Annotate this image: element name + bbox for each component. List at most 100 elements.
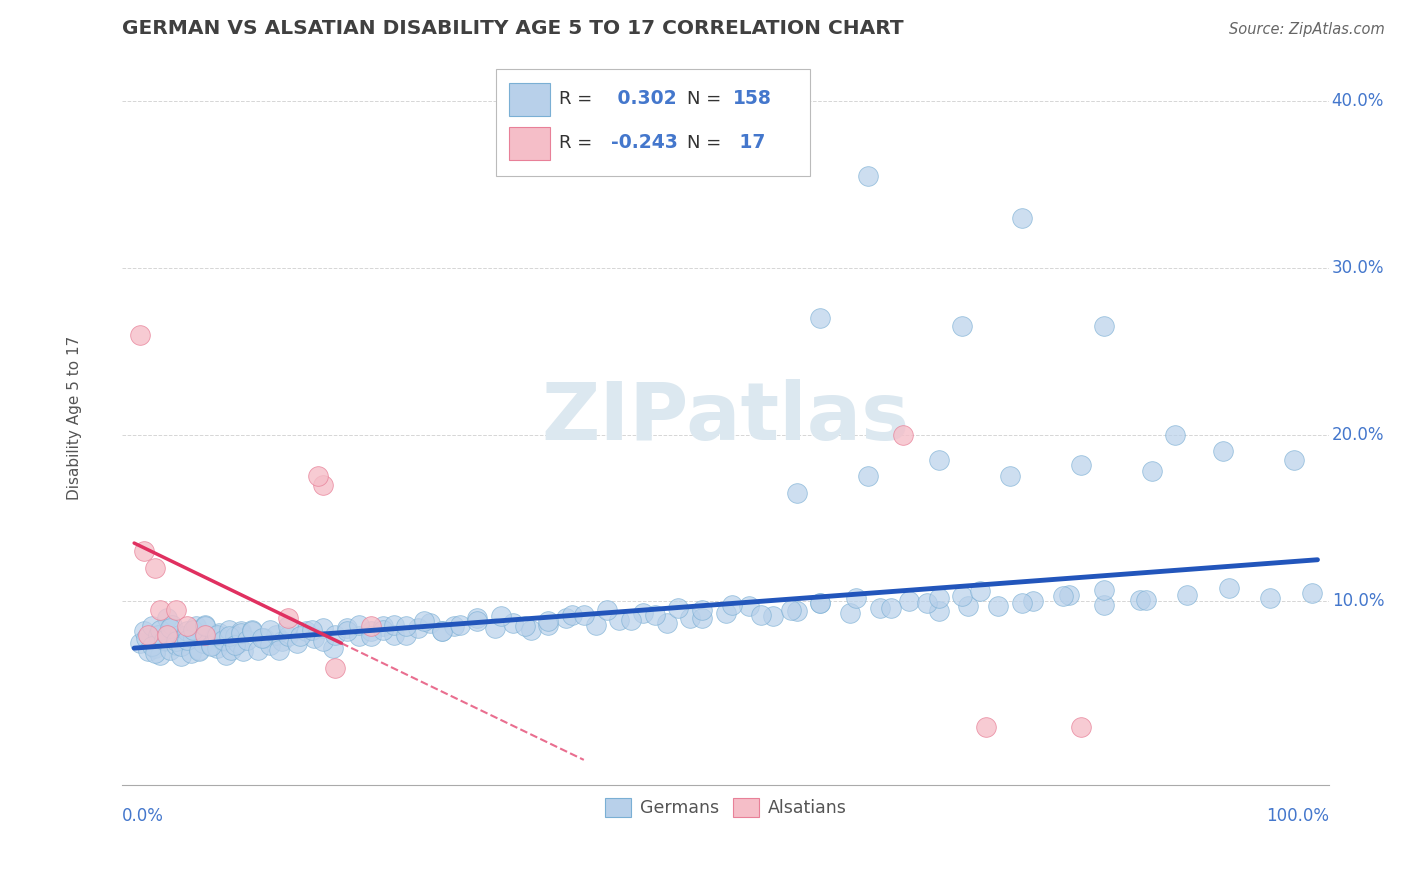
Point bbox=[294, 624, 316, 639]
Point bbox=[184, 619, 207, 633]
Point bbox=[690, 603, 713, 617]
Point bbox=[194, 628, 217, 642]
Point bbox=[181, 623, 204, 637]
Point bbox=[312, 634, 335, 648]
Text: 100.0%: 100.0% bbox=[1267, 807, 1329, 825]
Point bbox=[146, 628, 169, 642]
Point bbox=[218, 630, 240, 644]
Point bbox=[323, 661, 346, 675]
Point bbox=[200, 638, 222, 652]
Text: N =: N = bbox=[688, 134, 727, 152]
Point bbox=[419, 616, 441, 631]
Point bbox=[449, 617, 471, 632]
Point bbox=[668, 601, 690, 615]
Point bbox=[250, 631, 273, 645]
Point bbox=[176, 632, 198, 647]
Point bbox=[780, 603, 803, 617]
Point bbox=[138, 628, 160, 642]
Point bbox=[267, 642, 290, 657]
Point bbox=[156, 628, 179, 642]
Text: -0.243: -0.243 bbox=[612, 133, 678, 153]
Point bbox=[1212, 444, 1234, 458]
Point bbox=[322, 641, 344, 656]
Point bbox=[384, 628, 406, 642]
Point bbox=[974, 719, 997, 733]
Point bbox=[135, 631, 157, 645]
Point bbox=[720, 598, 742, 612]
Point bbox=[631, 606, 654, 620]
Point bbox=[188, 642, 211, 657]
Point bbox=[229, 624, 252, 639]
Point bbox=[159, 621, 181, 635]
Point bbox=[141, 640, 163, 654]
Point bbox=[655, 616, 678, 631]
Point bbox=[1094, 319, 1116, 334]
Point bbox=[928, 452, 950, 467]
Point bbox=[537, 617, 560, 632]
Point bbox=[277, 630, 299, 644]
Point bbox=[212, 632, 235, 647]
Point bbox=[159, 642, 181, 657]
Point bbox=[170, 649, 193, 664]
Point bbox=[1052, 590, 1074, 604]
Text: 0.302: 0.302 bbox=[612, 89, 676, 108]
Point bbox=[287, 636, 309, 650]
Point bbox=[1022, 594, 1045, 608]
Point bbox=[200, 640, 222, 654]
Text: N =: N = bbox=[688, 90, 727, 108]
Point bbox=[430, 624, 453, 639]
Point bbox=[347, 617, 370, 632]
Point bbox=[738, 599, 761, 614]
Point bbox=[572, 607, 595, 622]
Point bbox=[869, 601, 891, 615]
Point bbox=[1057, 588, 1080, 602]
Point bbox=[132, 544, 155, 558]
Point bbox=[204, 630, 226, 644]
Point bbox=[218, 623, 240, 637]
Point bbox=[336, 621, 359, 635]
Point bbox=[224, 638, 246, 652]
Point bbox=[219, 642, 242, 657]
Point bbox=[561, 607, 583, 622]
Point bbox=[165, 638, 187, 652]
Point bbox=[229, 626, 252, 640]
Point bbox=[271, 634, 294, 648]
Point bbox=[1135, 592, 1157, 607]
Point bbox=[152, 634, 174, 648]
Legend: Germans, Alsatians: Germans, Alsatians bbox=[598, 790, 853, 824]
Point bbox=[786, 604, 808, 618]
Point bbox=[489, 609, 512, 624]
Point bbox=[194, 619, 217, 633]
Point bbox=[235, 632, 257, 647]
Point bbox=[928, 604, 950, 618]
Point bbox=[191, 636, 214, 650]
Point bbox=[1094, 598, 1116, 612]
Point bbox=[181, 631, 204, 645]
Point bbox=[165, 634, 187, 648]
Point bbox=[145, 561, 167, 575]
Point bbox=[987, 599, 1010, 614]
Point bbox=[384, 617, 406, 632]
Text: 17: 17 bbox=[733, 133, 765, 153]
Point bbox=[173, 630, 195, 644]
Point bbox=[845, 591, 868, 606]
Point bbox=[138, 644, 160, 658]
Point bbox=[224, 630, 246, 644]
Point bbox=[413, 615, 436, 629]
Point bbox=[277, 619, 299, 633]
Point bbox=[205, 641, 228, 656]
Point bbox=[360, 630, 382, 644]
Text: 10.0%: 10.0% bbox=[1331, 592, 1384, 610]
Point bbox=[152, 632, 174, 647]
Point bbox=[307, 469, 329, 483]
Text: Disability Age 5 to 17: Disability Age 5 to 17 bbox=[66, 336, 82, 500]
Point bbox=[129, 636, 152, 650]
Point bbox=[194, 628, 217, 642]
Point bbox=[443, 619, 465, 633]
Point bbox=[242, 623, 264, 637]
Point bbox=[690, 611, 713, 625]
Point bbox=[226, 636, 249, 650]
Point bbox=[302, 631, 325, 645]
FancyBboxPatch shape bbox=[509, 83, 550, 117]
Point bbox=[679, 611, 702, 625]
